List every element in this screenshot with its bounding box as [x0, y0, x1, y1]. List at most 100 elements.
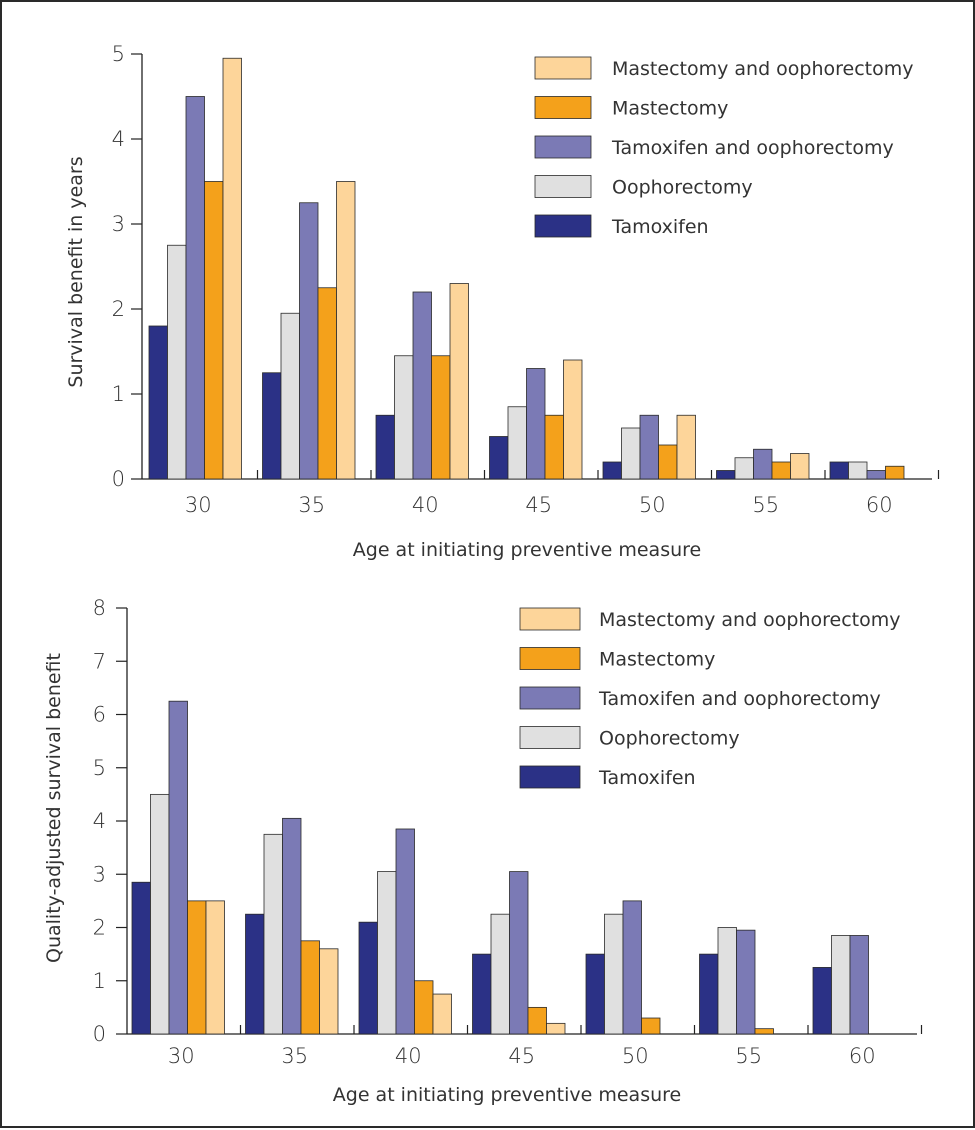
legend-label: Tamoxifen and oophorectomy	[611, 137, 894, 159]
x-tick-label: 35	[281, 1044, 308, 1068]
bar-mastectomy-45	[527, 1006, 547, 1035]
y-tick-label: 6	[93, 703, 106, 727]
legend-swatch	[534, 135, 592, 159]
bar-tamoxifen-and-oophorectomy-60	[866, 470, 886, 480]
legend-label: Mastectomy	[599, 649, 715, 671]
bar-mastectomy-and-oophorectomy-40	[432, 993, 452, 1035]
survival-benefit-chart: Survival benefit in years Age at initiat…	[65, 42, 940, 561]
x-tick-label: 40	[412, 493, 439, 517]
bar-mastectomy-45	[544, 414, 564, 480]
bar-oophorectomy-45	[490, 913, 510, 1035]
bar-tamoxifen-and-oophorectomy-45	[509, 871, 529, 1035]
bar-mastectomy-and-oophorectomy-30	[222, 57, 242, 480]
bar-mastectomy-and-oophorectomy-40	[449, 283, 469, 480]
x-tick-label: 45	[508, 1044, 535, 1068]
legend-swatch	[534, 175, 592, 198]
x-tick-label: 60	[866, 493, 893, 517]
bar-oophorectomy-50	[621, 427, 641, 480]
y-tick-label: 4	[112, 127, 125, 151]
bar-mastectomy-50	[641, 1017, 661, 1035]
y-axis-title: Survival benefit in years	[65, 156, 87, 387]
y-tick-label: 0	[112, 467, 125, 491]
bar-tamoxifen-30	[148, 325, 168, 480]
y-tick-label: 2	[112, 297, 125, 321]
bar-tamoxifen-and-oophorectomy-55	[753, 448, 773, 480]
bar-tamoxifen-55	[716, 470, 736, 480]
x-tick-label: 60	[849, 1044, 876, 1068]
legend-label: Oophorectomy	[599, 728, 740, 750]
y-tick-label: 1	[93, 969, 106, 993]
legend-swatch	[519, 726, 581, 749]
bar-oophorectomy-30	[167, 244, 187, 480]
bar-mastectomy-and-oophorectomy-45	[563, 359, 583, 480]
bar-tamoxifen-35	[262, 372, 282, 480]
x-tick-label: 45	[525, 493, 552, 517]
legend-label: Oophorectomy	[612, 177, 753, 199]
bar-mastectomy-and-oophorectomy-35	[336, 181, 356, 480]
bar-tamoxifen-and-oophorectomy-40	[395, 828, 415, 1035]
y-tick-label: 4	[93, 809, 106, 833]
bar-mastectomy-and-oophorectomy-30	[205, 900, 225, 1035]
bar-tamoxifen-and-oophorectomy-40	[412, 291, 432, 480]
bar-oophorectomy-55	[734, 457, 754, 480]
y-tick-label: 0	[93, 1022, 106, 1046]
y-tick-label: 7	[93, 649, 106, 673]
x-tick-label: 50	[639, 493, 666, 517]
y-tick-label: 8	[93, 596, 106, 620]
bar-tamoxifen-40	[358, 921, 378, 1035]
x-tick-label: 35	[298, 493, 325, 517]
legend-swatch	[534, 56, 592, 80]
bar-oophorectomy-45	[507, 406, 527, 480]
bar-tamoxifen-55	[699, 953, 719, 1035]
legend-swatch	[519, 607, 581, 631]
bar-mastectomy-and-oophorectomy-50	[676, 414, 696, 480]
legend-label: Tamoxifen	[611, 216, 709, 238]
x-tick-label: 30	[168, 1044, 195, 1068]
legend-swatch	[519, 765, 581, 789]
x-tick-label: 55	[752, 493, 779, 517]
bar-tamoxifen-35	[245, 913, 265, 1035]
bar-tamoxifen-and-oophorectomy-60	[849, 935, 869, 1035]
bar-tamoxifen-and-oophorectomy-35	[299, 202, 319, 480]
legend-swatch	[534, 214, 592, 238]
bar-tamoxifen-and-oophorectomy-30	[168, 700, 188, 1035]
bar-tamoxifen-60	[812, 967, 832, 1035]
y-tick-label: 5	[112, 42, 125, 66]
x-axis-title: Age at initiating preventive measure	[333, 1084, 681, 1106]
y-axis-title: Quality-adjusted survival benefit	[43, 653, 65, 963]
legend-label: Tamoxifen	[598, 767, 696, 789]
x-tick-label: 55	[735, 1044, 762, 1068]
bar-oophorectomy-40	[394, 355, 414, 480]
legend-label: Mastectomy and oophorectomy	[599, 609, 901, 631]
bar-tamoxifen-45	[472, 953, 492, 1035]
bar-mastectomy-50	[658, 444, 678, 480]
legend-label: Tamoxifen and oophorectomy	[598, 688, 881, 710]
bar-tamoxifen-and-oophorectomy-45	[526, 368, 546, 480]
bar-oophorectomy-60	[848, 461, 868, 480]
legend-label: Mastectomy	[612, 98, 728, 120]
bar-mastectomy-55	[771, 461, 791, 480]
y-tick-label: 2	[93, 916, 106, 940]
legend-swatch	[519, 647, 581, 670]
x-tick-label: 30	[185, 493, 212, 517]
legend-swatch	[534, 96, 592, 119]
bar-oophorectomy-50	[604, 913, 624, 1035]
bar-mastectomy-35	[300, 940, 320, 1035]
bar-oophorectomy-35	[263, 833, 283, 1035]
bar-tamoxifen-30	[131, 881, 151, 1035]
x-tick-label: 40	[395, 1044, 422, 1068]
bar-oophorectomy-40	[377, 871, 397, 1035]
bar-mastectomy-and-oophorectomy-45	[546, 1022, 566, 1035]
quality-adjusted-chart: Quality-adjusted survival benefit Age at…	[43, 596, 923, 1106]
legend-label: Mastectomy and oophorectomy	[612, 58, 914, 80]
bar-mastectomy-40	[414, 980, 434, 1035]
bar-mastectomy-and-oophorectomy-35	[319, 948, 339, 1035]
x-axis-title: Age at initiating preventive measure	[353, 539, 701, 561]
bar-oophorectomy-30	[150, 793, 170, 1035]
bar-tamoxifen-and-oophorectomy-30	[185, 96, 205, 480]
bar-mastectomy-30	[204, 181, 224, 480]
x-tick-label: 50	[622, 1044, 649, 1068]
bar-tamoxifen-and-oophorectomy-55	[736, 929, 756, 1035]
bar-mastectomy-30	[187, 900, 207, 1035]
